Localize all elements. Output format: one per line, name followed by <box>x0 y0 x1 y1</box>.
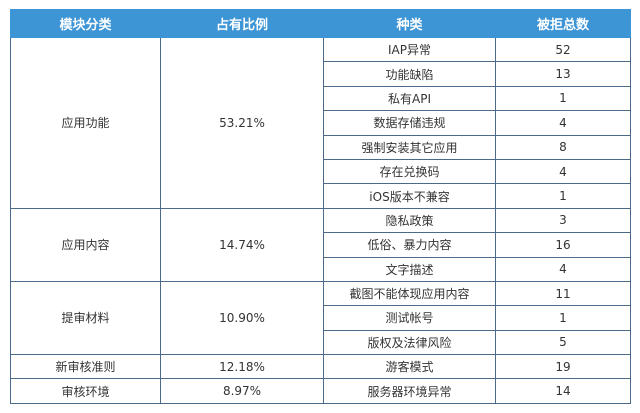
type-cell: 数据存储违规 <box>323 110 496 136</box>
table-row: 强制安装其它应用 8 <box>11 134 631 160</box>
type-cell: iOS版本不兼容 <box>323 183 496 209</box>
table-row: 数据存储违规 4 <box>11 110 631 136</box>
type-cell: 版权及法律风险 <box>323 329 496 356</box>
type-cell: 私有API <box>323 85 496 112</box>
count-cell: 1 <box>495 85 631 112</box>
type-cell: 隐私政策 <box>323 207 496 234</box>
module-cell: 审核环境 <box>10 378 161 404</box>
count-cell: 19 <box>495 354 631 380</box>
count-cell: 1 <box>495 183 631 209</box>
module-cell: 新审核准则 <box>10 354 161 380</box>
table-row: 提审材料 10.90% 截图不能体现应用内容 11 <box>10 280 631 356</box>
header-row: 模块分类 占有比例 种类 被拒总数 <box>10 9 631 38</box>
count-cell: 52 <box>495 36 631 63</box>
type-cell: 文字描述 <box>323 256 496 282</box>
count-cell: 5 <box>495 329 631 356</box>
table-row: 版权及法律风险 5 <box>11 329 631 356</box>
count-cell: 4 <box>495 256 631 282</box>
ratio-cell: 53.21% <box>160 37 324 209</box>
module-cell: 应用内容 <box>10 207 161 282</box>
count-cell: 3 <box>495 207 631 234</box>
count-cell: 16 <box>495 232 631 258</box>
module-cell: 应用功能 <box>10 37 161 209</box>
header-ratio: 占有比例 <box>160 9 324 38</box>
table-row: iOS版本不兼容 1 <box>11 183 631 209</box>
header-count: 被拒总数 <box>495 9 631 38</box>
type-cell: IAP异常 <box>323 36 496 63</box>
module-cell: 提审材料 <box>10 280 161 356</box>
table-row: 功能缺陷 13 <box>11 61 631 87</box>
type-cell: 存在兑换码 <box>323 158 496 185</box>
type-cell: 功能缺陷 <box>323 61 496 87</box>
header-module: 模块分类 <box>10 9 161 38</box>
ratio-cell: 10.90% <box>160 280 324 356</box>
table-row: 文字描述 4 <box>11 256 631 282</box>
type-cell: 低俗、暴力内容 <box>323 232 496 258</box>
type-cell: 截图不能体现应用内容 <box>323 280 496 307</box>
ratio-cell: 8.97% <box>160 378 324 404</box>
table-row: 应用内容 14.74% 隐私政策 3 <box>10 207 631 282</box>
count-cell: 8 <box>495 134 631 160</box>
table-row: 私有API 1 <box>11 85 631 112</box>
ratio-cell: 12.18% <box>160 354 324 380</box>
type-cell: 游客模式 <box>323 354 496 380</box>
type-cell: 服务器环境异常 <box>323 378 496 404</box>
ratio-cell: 14.74% <box>160 207 324 282</box>
count-cell: 4 <box>495 158 631 185</box>
rejection-table: 模块分类 占有比例 种类 被拒总数 应用功能 53.21% IAP异常 52 功能缺陷 1… <box>10 9 631 404</box>
header-type: 种类 <box>323 9 496 38</box>
count-cell: 14 <box>495 378 631 404</box>
count-cell: 1 <box>495 305 631 331</box>
count-cell: 4 <box>495 110 631 136</box>
count-cell: 11 <box>495 280 631 307</box>
table-header: 模块分类 占有比例 种类 被拒总数 <box>10 9 631 38</box>
table-row: 测试帐号 1 <box>11 305 631 331</box>
type-cell: 强制安装其它应用 <box>323 134 496 160</box>
type-cell: 测试帐号 <box>323 305 496 331</box>
table-row: 低俗、暴力内容 16 <box>11 232 631 258</box>
count-cell: 13 <box>495 61 631 87</box>
table-row: 审核环境 8.97% 服务器环境异常 14 <box>10 378 631 404</box>
table-row: 应用功能 53.21% IAP异常 52 <box>10 36 631 209</box>
table-body: 应用功能 53.21% IAP异常 52 功能缺陷 13 私有API 1 数据存储违规 4 强制安装… <box>10 36 631 404</box>
table-row: 新审核准则 12.18% 游客模式 19 <box>10 354 631 380</box>
